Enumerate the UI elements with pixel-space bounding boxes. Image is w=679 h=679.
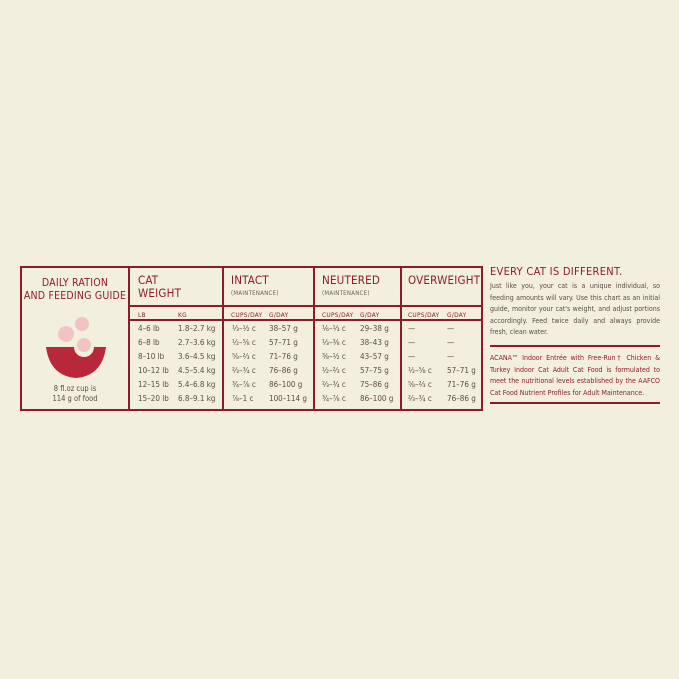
table-cell: 29–38 g	[360, 324, 389, 333]
divider	[490, 344, 660, 347]
table-cell: ¾–⅞ c	[322, 394, 346, 403]
overweight-header: OVERWEIGHT	[408, 273, 481, 287]
table-cell: 86–100 g	[269, 380, 303, 389]
table-cell: 1.8–2.7 kg	[178, 324, 216, 333]
table-cell: 75–86 g	[360, 380, 389, 389]
table-cell: 6–8 lb	[138, 338, 160, 347]
table-cell: ¾–⅞ c	[232, 380, 256, 389]
table-cell: —	[447, 324, 455, 333]
table-cell: ½–⅔ c	[322, 366, 346, 375]
table-cell: ⅞–1 c	[232, 394, 254, 403]
table-cell: ⅔–¾ c	[322, 380, 346, 389]
cup-note: 8 fl.oz cup is 114 g of food	[52, 384, 98, 403]
table-cell: —	[447, 352, 455, 361]
neutered-header: NEUTERED (MAINTENANCE)	[322, 273, 380, 298]
table-cell: 4–6 lb	[138, 324, 160, 333]
table-cell: 71–76 g	[269, 352, 298, 361]
info-body: Just like you, your cat is a unique indi…	[490, 282, 660, 337]
weight-header: CAT WEIGHT	[138, 273, 182, 300]
table-cell: 2.7–3.6 kg	[178, 338, 216, 347]
table-cell: ⅓–⅜ c	[322, 338, 346, 347]
table-cell: ⅙–⅓ c	[322, 324, 346, 333]
table-cell: 6.8–9.1 kg	[178, 394, 216, 403]
table-cell: ⅝–⅔ c	[408, 380, 432, 389]
table-cell: ⅔–¾ c	[232, 366, 256, 375]
table-cell: 76–86 g	[269, 366, 298, 375]
table-cell: 38–57 g	[269, 324, 298, 333]
subheader-overweight-cups: CUPS/DAY	[408, 311, 440, 319]
table-cell: 57–75 g	[360, 366, 389, 375]
table-cell: —	[408, 324, 416, 333]
feeding-table: DAILY RATION AND FEEDING GUIDE 8 fl.oz c…	[20, 266, 483, 411]
table-cell: 100–114 g	[269, 394, 307, 403]
table-cell: ⅓–½ c	[232, 324, 256, 333]
table-cell: ½–⅝ c	[232, 338, 256, 347]
table-cell: ⅔–¾ c	[408, 394, 432, 403]
info-panel: EVERY CAT IS DIFFERENT. Just like you, y…	[490, 265, 660, 410]
table-cell: 43–57 g	[360, 352, 389, 361]
aafco-statement: ACANA™ Indoor Entrée with Free-Run† Chic…	[490, 353, 660, 397]
table-cell: 71–76 g	[447, 380, 476, 389]
subheader-neutered-g: G/DAY	[360, 311, 380, 319]
subheader-overweight-g: G/DAY	[447, 311, 467, 319]
table-cell: ½–⅝ c	[408, 366, 432, 375]
subheader-intact-cups: CUPS/DAY	[231, 311, 263, 319]
subheader-intact-g: G/DAY	[269, 311, 289, 319]
table-cell: ⅜–½ c	[322, 352, 346, 361]
table-cell: 3.6–4.5 kg	[178, 352, 216, 361]
table-cell: 15–20 lb	[138, 394, 169, 403]
info-heading: EVERY CAT IS DIFFERENT.	[490, 265, 623, 278]
table-cell: 4.5–5.4 kg	[178, 366, 216, 375]
subheader-kg: KG	[178, 311, 187, 319]
table-cell: —	[408, 352, 416, 361]
guide-title: DAILY RATION AND FEEDING GUIDE	[23, 277, 127, 302]
table-cell: 57–71 g	[269, 338, 298, 347]
table-cell: ⅝–⅔ c	[232, 352, 256, 361]
table-cell: 86–100 g	[360, 394, 394, 403]
divider	[490, 402, 660, 405]
table-cell: 76–86 g	[447, 394, 476, 403]
table-cell: 12–15 lb	[138, 380, 169, 389]
table-cell: 57–71 g	[447, 366, 476, 375]
intact-header: INTACT (MAINTENANCE)	[231, 273, 279, 298]
table-cell: 38–43 g	[360, 338, 389, 347]
subheader-neutered-cups: CUPS/DAY	[322, 311, 354, 319]
table-cell: —	[408, 338, 416, 347]
subheader-lb: LB	[138, 311, 146, 319]
table-cell: 8–10 lb	[138, 352, 165, 361]
bowl-with-food-icon	[46, 317, 106, 378]
table-cell: 5.4–6.8 kg	[178, 380, 216, 389]
table-cell: —	[447, 338, 455, 347]
table-cell: 10–12 lb	[138, 366, 169, 375]
